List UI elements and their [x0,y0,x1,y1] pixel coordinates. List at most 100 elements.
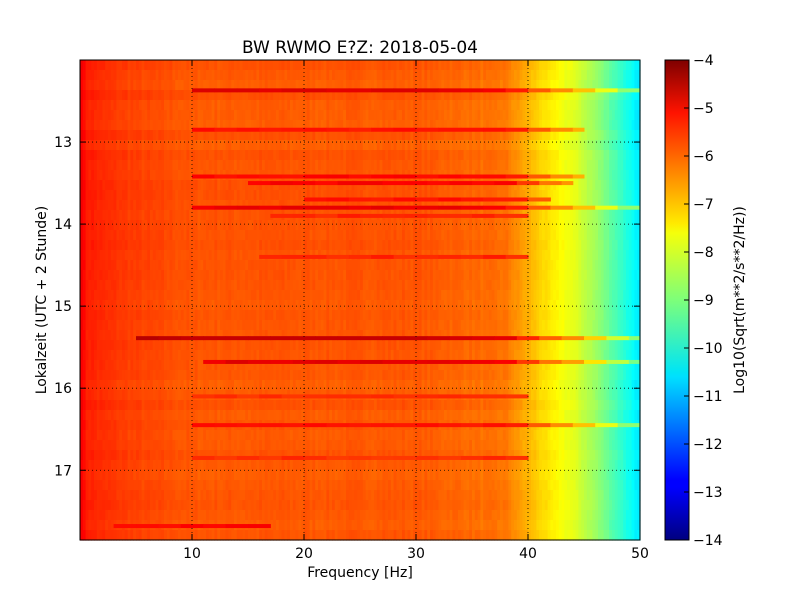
spectrogram-cell [110,120,115,131]
spectrogram-cell [80,90,84,101]
spectrogram-cell [211,150,215,161]
spectrogram-cell [584,60,588,71]
spectrogram-cell [446,150,451,161]
spectrogram-cell [519,130,523,141]
spectrogram-cell [304,280,308,291]
spectrogram-cell [105,230,109,241]
spectrogram-cell [113,200,117,211]
spectrogram-cell [592,140,596,151]
spectrogram-cell [544,140,549,151]
spectrogram-cell [320,220,325,231]
spectrogram-cell [469,270,473,281]
spectrogram-cell [278,70,283,81]
spectrogram-cell [634,140,638,151]
spectrogram-cell [382,100,386,111]
spectrogram-cell [220,150,224,161]
spectrogram-cell [136,100,140,111]
spectrogram-cell [147,120,151,131]
spectrogram-cell [404,220,409,231]
spectrogram-cell [388,90,392,101]
spectrogram-cell [214,190,218,201]
spectrogram-cell [449,270,453,281]
spectrogram-cell [119,240,123,251]
spectrogram-cell [164,230,168,241]
spectrogram-cell [332,180,336,191]
spectrogram-cell [623,260,627,271]
spectrogram-cell [404,240,409,251]
spectrogram-cell [133,250,137,261]
spectrogram-cell [172,270,176,281]
spectrogram-cell [306,230,311,241]
spectrogram-cell [536,220,540,231]
spectrogram-cell [382,240,386,251]
spectrogram-cell [122,240,126,251]
spectrogram-cell [332,270,336,281]
spectrogram-cell [228,240,232,251]
spectrogram-cell [390,130,395,141]
spectrogram-cell [385,140,389,151]
spectrogram-cell [502,220,507,231]
spectrogram-cell [472,230,476,241]
spectrogram-cell [497,70,501,81]
spectrogram-cell [603,200,607,211]
spectrogram-cell [508,110,512,121]
spectrogram-cell [413,70,417,81]
spectrogram-cell [544,260,549,271]
spectrogram-cell [133,280,137,291]
spectrogram-cell [477,80,481,91]
spectrogram-cell [270,70,274,81]
spectrogram-cell [435,190,439,201]
spectrogram-cell [102,300,106,311]
spectrogram-cell [113,250,117,261]
spectrogram-cell [564,110,568,121]
spectrogram-cell [91,210,95,221]
spectrogram-cell [416,100,420,111]
spectrogram-cell [570,220,574,231]
spectrogram-cell [480,260,484,271]
spectrogram-cell [637,150,641,161]
spectrogram-cell [586,120,591,131]
spectrogram-cell [634,200,638,211]
spectrogram-cell [225,90,229,101]
spectrogram-cell [102,200,106,211]
spectrogram-cell [329,240,333,251]
spectrogram-cell [239,110,243,121]
spectrogram-cell [410,240,414,251]
spectrogram-cell [161,210,165,221]
spectrogram-cell [575,90,579,101]
spectrogram-cell [452,280,456,291]
spectrogram-cell [295,110,299,121]
spectrogram-cell [326,80,330,91]
spectrogram-cell [169,160,173,171]
spectrogram-cell [396,200,400,211]
spectrogram-cell [242,190,246,201]
spectrogram-cell [365,70,369,81]
spectrogram-cell [379,230,383,241]
spectrogram-cell [612,290,616,301]
spectrogram-cell [183,260,187,271]
spectrogram-cell [248,150,252,161]
spectrogram-cell [116,250,120,261]
spectrogram-cell [500,240,504,251]
spectrogram-cell [259,240,263,251]
spectrogram-cell [491,120,495,131]
spectrogram-cell [259,260,263,271]
spectrogram-cell [85,210,89,221]
spectrogram-cell [533,90,537,101]
spectrogram-cell [88,70,92,81]
spectrogram-cell [558,280,563,291]
spectrogram-cell [172,80,176,91]
spectrogram-cell [144,70,148,81]
spectrogram-cell [253,150,257,161]
spectrogram-cell [516,80,521,91]
spectrogram-cell [388,150,392,161]
spectrogram-cell [514,90,518,101]
spectrogram-cell [281,160,285,171]
spectrogram-cell [427,220,431,231]
spectrogram-cell [623,180,627,191]
spectrogram-cell [130,60,134,71]
spectrogram-cell [497,90,501,101]
spectrogram-cell [194,140,199,151]
spectrogram-cell [634,180,638,191]
spectrogram-cell [393,60,397,71]
